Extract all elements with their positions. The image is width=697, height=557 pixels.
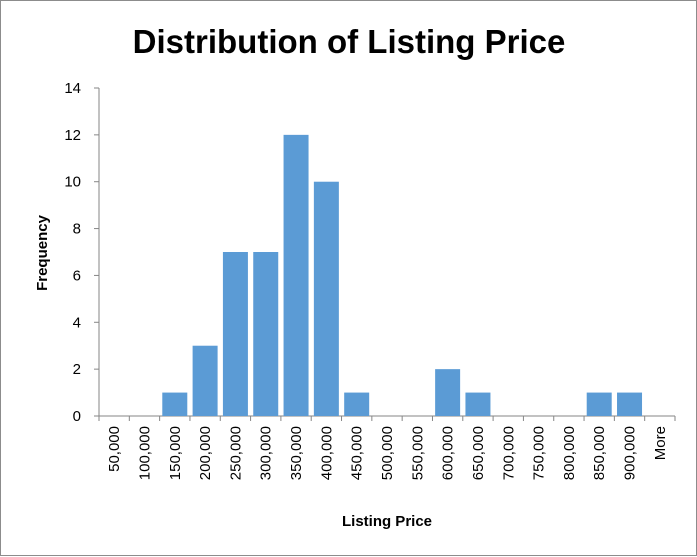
x-tick-label: 200,000: [197, 426, 214, 480]
bar: [344, 392, 370, 416]
x-tick-label: 900,000: [622, 426, 639, 480]
y-tick-label: 0: [73, 408, 81, 425]
x-tick-label: 450,000: [349, 426, 366, 480]
bar: [283, 134, 309, 416]
x-tick-label: 250,000: [227, 426, 244, 480]
bar: [192, 345, 218, 416]
x-tick-label: 50,000: [106, 426, 123, 472]
bars: [162, 134, 643, 416]
bar: [253, 252, 279, 416]
x-tick-label: 850,000: [591, 426, 608, 480]
x-tick-label: 400,000: [318, 426, 335, 480]
x-tick-label: 150,000: [167, 426, 184, 480]
bar: [222, 252, 248, 416]
x-tick-label: 550,000: [409, 426, 426, 480]
x-tick-label: 100,000: [136, 426, 153, 480]
y-tick-label: 2: [73, 361, 81, 378]
chart-title: Distribution of Listing Price: [133, 23, 566, 60]
x-tick-label: 500,000: [379, 426, 396, 480]
x-axis: 50,000 100,000 150,000 200,000 250,000 300,00…: [98, 415, 676, 480]
y-tick-label: 8: [73, 221, 81, 238]
bar: [586, 392, 612, 416]
y-tick-label: 12: [64, 127, 81, 144]
bar: [435, 369, 461, 416]
y-axis: 0 2 4 6 8 10 12 14: [64, 80, 100, 425]
x-tick-label: 600,000: [440, 426, 457, 480]
x-axis-label: Listing Price: [342, 513, 432, 530]
y-tick-label: 4: [73, 314, 81, 331]
x-tick-label: 650,000: [470, 426, 487, 480]
x-tick-label: 350,000: [288, 426, 305, 480]
x-tick-label: 750,000: [531, 426, 548, 480]
bar: [162, 392, 188, 416]
y-tick-label: 14: [64, 80, 81, 97]
x-tick-label: 700,000: [500, 426, 517, 480]
y-axis-label: Frequency: [34, 214, 51, 291]
x-tick-label: 300,000: [258, 426, 275, 480]
x-tick-label: 800,000: [561, 426, 578, 480]
y-tick-label: 10: [64, 174, 81, 191]
bar: [465, 392, 491, 416]
bar: [617, 392, 643, 416]
bar: [313, 181, 339, 416]
x-tick-label: More: [652, 426, 669, 460]
y-tick-label: 6: [73, 267, 81, 284]
